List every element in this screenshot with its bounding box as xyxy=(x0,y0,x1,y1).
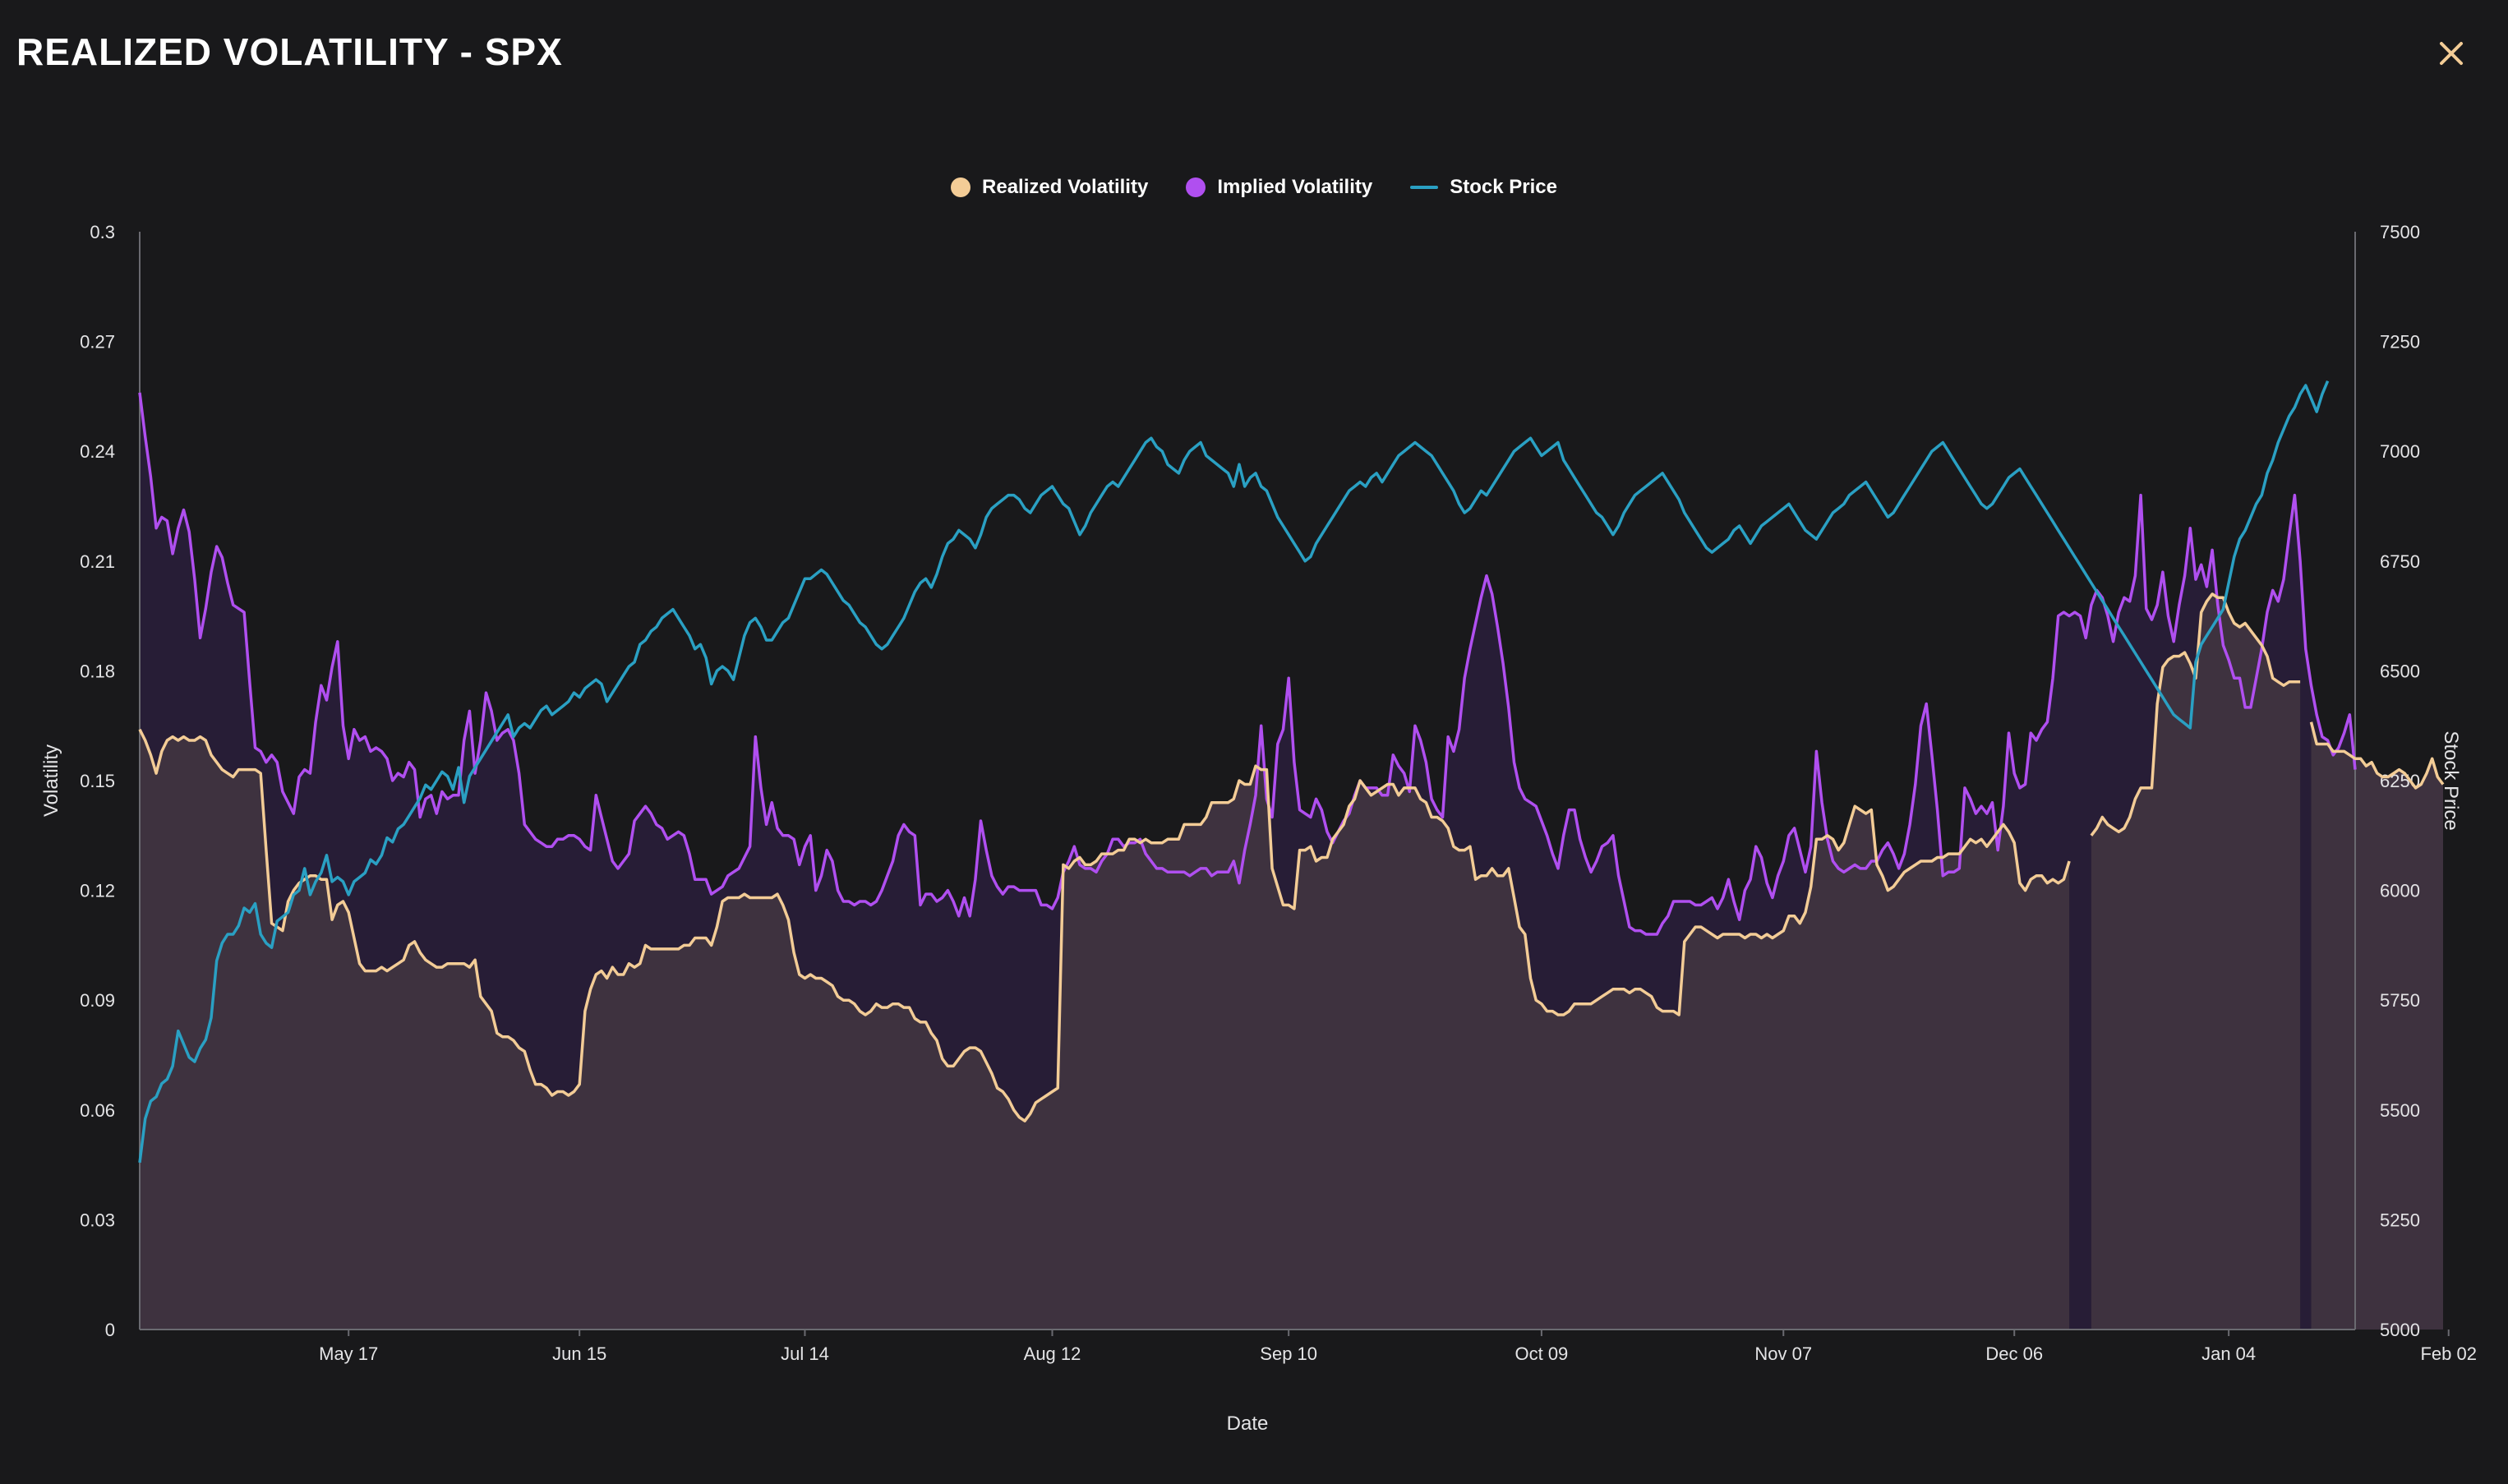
x-tick-label: Feb 02 xyxy=(2420,1343,2477,1364)
x-tick-label: May 17 xyxy=(319,1343,378,1364)
y-tick-label: 0.24 xyxy=(80,441,115,462)
implied-volatility-line xyxy=(138,392,2357,936)
y-tick-label: 0.09 xyxy=(80,990,115,1011)
y-tick-label: 0.03 xyxy=(80,1210,115,1230)
x-tick-label: Jan 04 xyxy=(2201,1343,2256,1364)
y2-axis-label: Stock Price xyxy=(2440,730,2462,830)
close-button[interactable] xyxy=(2431,33,2472,74)
x-tick-label: Oct 09 xyxy=(1514,1343,1568,1364)
x-tick-label: Sep 10 xyxy=(1260,1343,1317,1364)
y-axis-label: Volatility xyxy=(40,744,62,817)
legend-label-stock: Stock Price xyxy=(1450,176,1557,198)
y-tick-label: 0.3 xyxy=(90,222,115,242)
legend-label-implied: Implied Volatility xyxy=(1217,176,1373,198)
legend-item-stock[interactable]: Stock Price xyxy=(1410,176,1557,199)
x-axis-label: Date xyxy=(1227,1413,1269,1435)
stock-line-icon xyxy=(1410,186,1439,189)
y2-tick-label: 5000 xyxy=(2380,1320,2420,1340)
page-title: REALIZED VOLATILITY - SPX xyxy=(16,30,563,73)
chart-legend: Realized Volatility Implied Volatility S… xyxy=(0,176,2508,199)
y-tick-label: 0.21 xyxy=(80,551,115,572)
y-tick-label: 0.18 xyxy=(80,661,115,681)
y2-tick-label: 7500 xyxy=(2380,222,2420,242)
x-tick-label: Nov 07 xyxy=(1754,1343,1812,1364)
y-tick-label: 0.12 xyxy=(80,881,115,901)
x-tick-label: Jun 15 xyxy=(552,1343,606,1364)
legend-label-realized: Realized Volatility xyxy=(982,176,1149,198)
y-tick-label: 0.27 xyxy=(80,332,115,353)
x-tick-label: Jul 14 xyxy=(781,1343,829,1364)
y2-tick-label: 7250 xyxy=(2380,332,2420,353)
legend-item-implied[interactable]: Implied Volatility xyxy=(1186,176,1372,199)
y2-tick-label: 5250 xyxy=(2380,1210,2420,1230)
y-tick-label: 0 xyxy=(105,1320,115,1340)
y2-tick-label: 5500 xyxy=(2380,1100,2420,1121)
y-tick-label: 0.06 xyxy=(80,1100,115,1121)
y-tick-label: 0.15 xyxy=(80,771,115,791)
y2-tick-label: 7000 xyxy=(2380,441,2420,462)
legend-item-realized[interactable]: Realized Volatility xyxy=(951,176,1148,199)
y2-tick-label: 6000 xyxy=(2380,881,2420,901)
stock-price-line xyxy=(138,380,2330,1164)
y2-tick-label: 5750 xyxy=(2380,990,2420,1011)
y2-tick-label: 6500 xyxy=(2380,661,2420,681)
y2-tick-label: 6250 xyxy=(2380,771,2420,791)
x-tick-label: Aug 12 xyxy=(1024,1343,1081,1364)
realized-volatility-area xyxy=(140,593,2443,1330)
close-icon xyxy=(2440,42,2463,65)
x-tick-label: Dec 06 xyxy=(1985,1343,2043,1364)
implied-dot-icon xyxy=(1186,177,1206,197)
y2-tick-label: 6750 xyxy=(2380,551,2420,572)
realized-dot-icon xyxy=(951,177,971,197)
